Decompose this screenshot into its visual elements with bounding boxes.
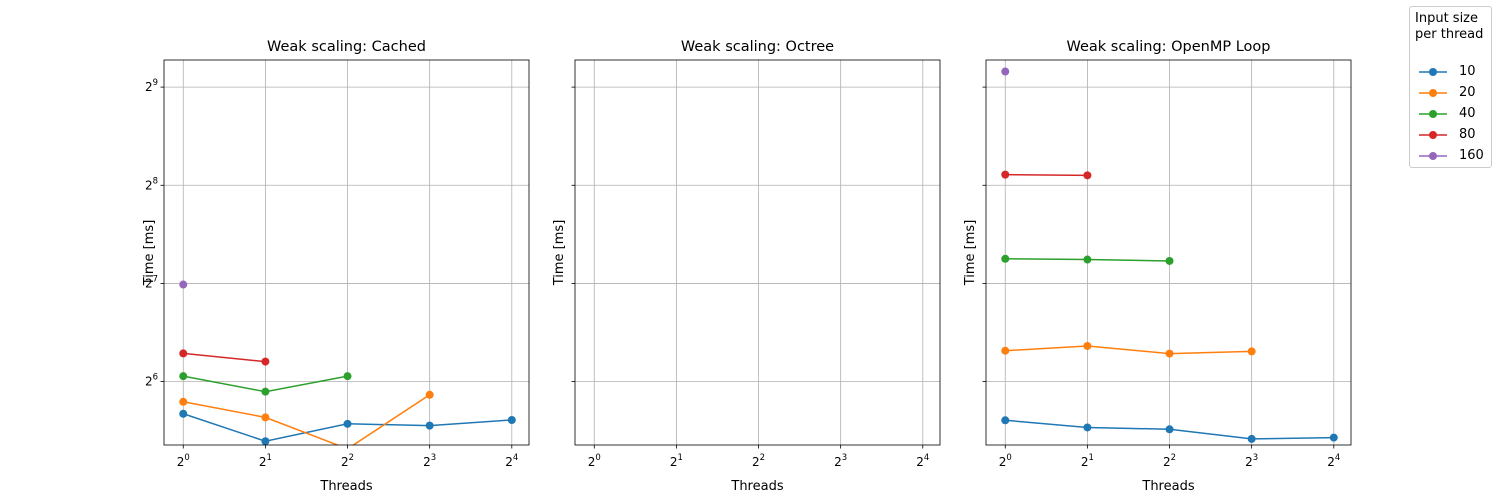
panel-3-series-20 [1001, 341, 1256, 358]
panel-3-ylabel: Time [ms] [963, 220, 978, 287]
legend-marker-20 [1419, 89, 1447, 97]
legend-label-40: 40 [1459, 106, 1476, 121]
panel-3-point-80-1 [1083, 171, 1092, 180]
panel-3-xtick-label-4: 24 [1327, 453, 1340, 469]
panel-2: Weak scaling: Octree Threads Time [ms] [552, 39, 941, 494]
legend-label-80: 80 [1459, 127, 1476, 142]
panel-2-xtick-label-1: 21 [670, 453, 683, 469]
panel-3-series-160 [1001, 67, 1010, 76]
panel-2-ylabel: Time [ms] [552, 220, 567, 287]
legend-marker-10 [1419, 68, 1447, 76]
panel-3-xtick-label-2: 22 [1163, 453, 1176, 469]
panel-1: Weak scaling: Cached Threads Time [ms] [142, 39, 530, 494]
legend-item-10: 10 [1416, 64, 1490, 80]
legend-item-80: 80 [1416, 127, 1490, 143]
panel-2-title: Weak scaling: Octree [681, 39, 834, 55]
panel-1-point-10-3 [425, 421, 434, 430]
panel-3-xlabel: Threads [1141, 479, 1194, 494]
panel-1-point-10-4 [507, 415, 516, 424]
panel-1-xtick-label-0: 20 [177, 453, 190, 469]
panel-1-xtick-label-3: 23 [423, 453, 436, 469]
panel-1-point-40-0 [179, 372, 188, 381]
panel-1-point-80-1 [261, 357, 270, 366]
panel-2-frame [574, 59, 941, 446]
panel-1-line-20 [183, 394, 431, 445]
panel-1-series-80 [179, 349, 270, 366]
panel-3-point-10-0 [1001, 416, 1010, 425]
panel-2-xtick-label-3: 23 [834, 453, 847, 469]
panel-1-point-20-1 [261, 413, 270, 422]
panel-1-ylabel: Time [ms] [142, 220, 157, 287]
panel-3-series-10 [1001, 416, 1338, 443]
panel-2-xlabel: Threads [730, 479, 783, 494]
panel-1-series-10 [179, 409, 516, 445]
panel-2-xtick-label-4: 24 [916, 453, 929, 469]
panel-3-point-20-1 [1083, 341, 1092, 350]
panel-3-point-10-3 [1247, 434, 1256, 443]
legend-label-20: 20 [1459, 85, 1476, 100]
panel-1-xtick-label-2: 22 [341, 453, 354, 469]
legend: Input size per thread 10 20 40 80 160 [1409, 6, 1492, 168]
panel-1-point-10-0 [179, 409, 188, 418]
panel-3-point-160-0 [1001, 67, 1010, 76]
panel-1-series-20 [179, 390, 434, 445]
panel-2-xtick-label-2: 22 [752, 453, 765, 469]
panel-1-point-40-2 [343, 372, 352, 381]
legend-title: Input size per thread [1415, 11, 1484, 42]
panel-3-point-40-1 [1083, 255, 1092, 264]
panel-3-xtick-label-3: 23 [1245, 453, 1258, 469]
panel-1-line-80 [183, 352, 266, 363]
panel-1-series-40 [179, 372, 352, 396]
legend-item-20: 20 [1416, 85, 1490, 101]
panel-1-point-20-0 [179, 397, 188, 406]
panel-1-point-10-2 [343, 419, 352, 428]
panel-1-point-80-0 [179, 349, 188, 358]
legend-item-160: 160 [1416, 148, 1490, 164]
panel-3-point-10-1 [1083, 423, 1092, 432]
panel-1-ytick-label-2: 28 [145, 176, 158, 192]
panel-3-point-20-3 [1247, 347, 1256, 356]
panel-3: Weak scaling: OpenMP Loop Threads Time [ms… [963, 39, 1352, 494]
panel-1-xtick-label-4: 24 [505, 453, 518, 469]
legend-marker-80 [1419, 131, 1447, 139]
panel-1-ytick-label-0: 26 [145, 373, 158, 389]
panel-1-point-10-1 [261, 437, 270, 445]
panel-3-title: Weak scaling: OpenMP Loop [1066, 39, 1270, 55]
panel-1-xlabel: Threads [319, 479, 372, 494]
panel-1-series-160 [179, 280, 188, 289]
legend-label-10: 10 [1459, 64, 1476, 79]
panel-3-xtick-label-1: 21 [1081, 453, 1094, 469]
panel-3-point-40-0 [1001, 254, 1010, 263]
panel-1-point-20-3 [425, 390, 434, 399]
panel-3-point-80-0 [1001, 170, 1010, 179]
panel-3-line-20 [1005, 345, 1252, 355]
panel-3-point-40-2 [1165, 256, 1174, 265]
panel-1-xtick-label-1: 21 [259, 453, 272, 469]
panel-3-point-10-4 [1329, 433, 1338, 442]
panel-1-point-40-1 [261, 387, 270, 396]
panel-3-frame [985, 59, 1352, 446]
panel-2-xtick-label-0: 20 [588, 453, 601, 469]
legend-item-40: 40 [1416, 106, 1490, 122]
panel-3-series-80 [1001, 170, 1092, 180]
panel-1-frame [163, 59, 530, 446]
panel-1-ytick-label-3: 29 [145, 78, 158, 94]
panel-1-title: Weak scaling: Cached [267, 39, 426, 55]
panel-3-point-20-0 [1001, 346, 1010, 355]
legend-label-160: 160 [1459, 148, 1484, 163]
panel-3-point-10-2 [1165, 425, 1174, 434]
panel-3-xtick-label-0: 20 [999, 453, 1012, 469]
panel-3-line-80 [1005, 173, 1088, 177]
panel-1-ytick-label-1: 27 [145, 274, 158, 290]
panel-3-point-20-2 [1165, 349, 1174, 358]
panel-3-series-40 [1001, 254, 1174, 265]
legend-marker-40 [1419, 110, 1447, 118]
panel-1-point-160-0 [179, 280, 188, 289]
legend-marker-160 [1419, 152, 1447, 160]
